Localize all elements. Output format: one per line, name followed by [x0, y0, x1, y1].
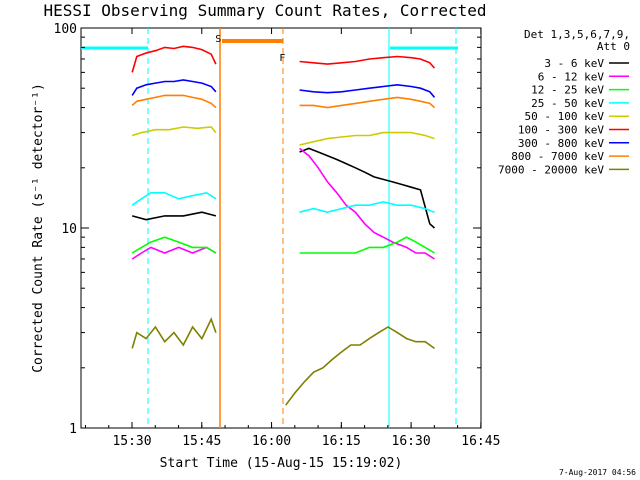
legend-header-attenuator: Att 0 — [597, 40, 630, 53]
ticks-layer: 15:30 15:45 16:00 16:15 16:30 16:45 1 10 100 — [54, 22, 501, 449]
series-line-8 — [131, 317, 435, 406]
overlay-lines: SF — [81, 28, 458, 428]
series-line-0 — [131, 147, 436, 229]
legend-header-detectors: Det 1,3,5,6,7,9, — [524, 28, 630, 41]
x-tick-label-2: 16:00 — [252, 434, 291, 449]
legend-label-5: 100 - 300 keV — [518, 124, 604, 137]
x-tick-label-4: 16:30 — [392, 434, 431, 449]
marker-label-s: S — [215, 34, 221, 45]
chart-title: HESSI Observing Summary Count Rates, Cor… — [43, 1, 486, 20]
legend-label-4: 50 - 100 keV — [525, 110, 605, 123]
legend-label-2: 12 - 25 keV — [531, 84, 604, 97]
x-tick-label-0: 15:30 — [112, 434, 151, 449]
legend-label-0: 3 - 6 keV — [544, 57, 604, 70]
series-line-2 — [131, 236, 435, 254]
series-line-6 — [131, 79, 436, 98]
series-line-5 — [131, 45, 436, 73]
series-line-3 — [131, 191, 435, 214]
series-line-7 — [131, 94, 436, 109]
legend-label-7: 800 - 7000 keV — [511, 150, 604, 163]
series-line-4 — [131, 126, 435, 146]
legend-label-6: 300 - 800 keV — [518, 137, 604, 150]
x-tick-label-3: 16:15 — [322, 434, 361, 449]
x-tick-label-1: 15:45 — [182, 434, 221, 449]
y-tick-label-0: 1 — [69, 422, 77, 437]
series-layer — [131, 45, 436, 406]
marker-label-f: F — [279, 53, 285, 64]
y-axis-label: Corrected Count Rate (s⁻¹ detector⁻¹) — [31, 83, 46, 373]
y-tick-label-2: 100 — [54, 22, 77, 37]
x-tick-label-5: 16:45 — [461, 434, 500, 449]
series-line-1 — [131, 147, 435, 260]
y-tick-label-1: 10 — [61, 222, 77, 237]
legend-label-1: 6 - 12 keV — [538, 70, 605, 83]
footer-date: 7-Aug-2017 04:56 — [559, 468, 636, 477]
x-axis-label: Start Time (15-Aug-15 15:19:02) — [160, 456, 403, 471]
legend-label-3: 25 - 50 keV — [531, 97, 604, 110]
legend-label-8: 7000 - 20000 keV — [498, 163, 604, 176]
